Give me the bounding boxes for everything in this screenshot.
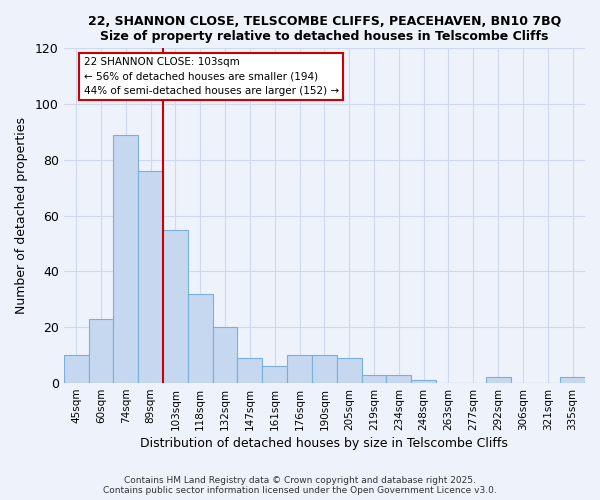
- X-axis label: Distribution of detached houses by size in Telscombe Cliffs: Distribution of detached houses by size …: [140, 437, 508, 450]
- Bar: [287, 355, 312, 383]
- Bar: [89, 319, 113, 383]
- Bar: [337, 358, 362, 383]
- Bar: [64, 355, 89, 383]
- Bar: [386, 374, 411, 383]
- Text: 22 SHANNON CLOSE: 103sqm
← 56% of detached houses are smaller (194)
44% of semi-: 22 SHANNON CLOSE: 103sqm ← 56% of detach…: [83, 56, 338, 96]
- Y-axis label: Number of detached properties: Number of detached properties: [15, 117, 28, 314]
- Bar: [138, 171, 163, 383]
- Bar: [113, 135, 138, 383]
- Bar: [411, 380, 436, 383]
- Title: 22, SHANNON CLOSE, TELSCOMBE CLIFFS, PEACEHAVEN, BN10 7BQ
Size of property relat: 22, SHANNON CLOSE, TELSCOMBE CLIFFS, PEA…: [88, 15, 561, 43]
- Bar: [486, 378, 511, 383]
- Bar: [312, 355, 337, 383]
- Bar: [238, 358, 262, 383]
- Bar: [212, 328, 238, 383]
- Bar: [262, 366, 287, 383]
- Bar: [163, 230, 188, 383]
- Text: Contains HM Land Registry data © Crown copyright and database right 2025.
Contai: Contains HM Land Registry data © Crown c…: [103, 476, 497, 495]
- Bar: [188, 294, 212, 383]
- Bar: [362, 374, 386, 383]
- Bar: [560, 378, 585, 383]
